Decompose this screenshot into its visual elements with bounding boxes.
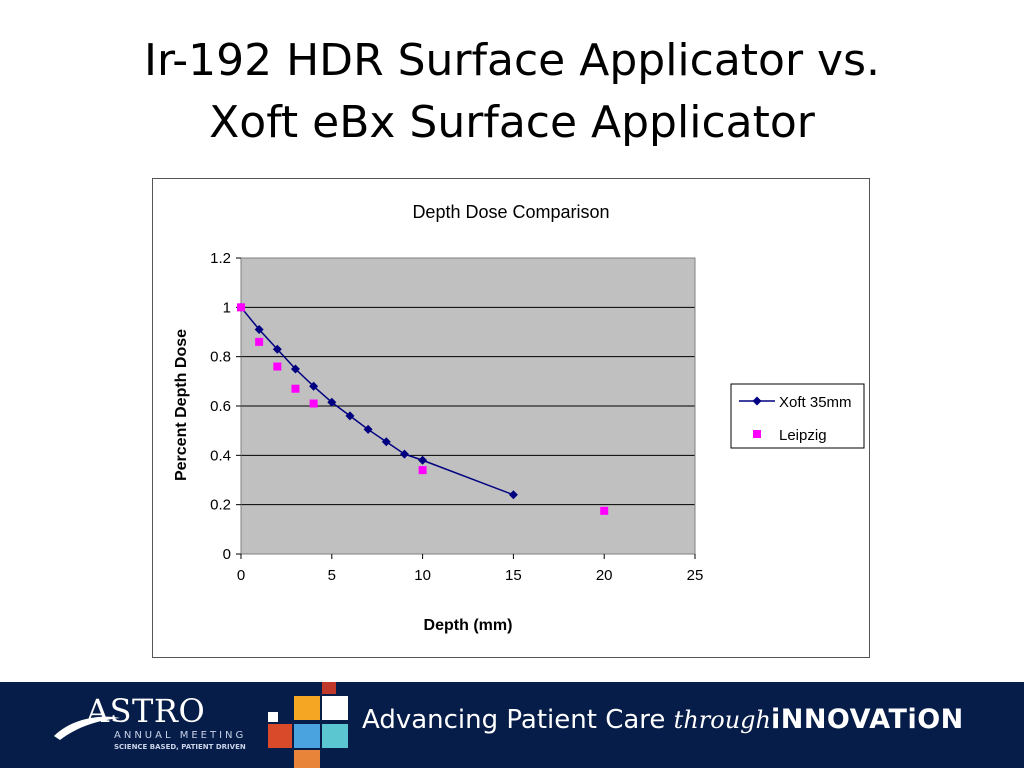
astro-logo-slogan: SCIENCE BASED, PATIENT DRIVEN	[114, 743, 246, 751]
mosaic-square-teal	[322, 724, 348, 748]
chart-title: Depth Dose Comparison	[412, 202, 609, 222]
x-axis-label: Depth (mm)	[424, 617, 513, 634]
y-axis-label: Percent Depth Dose	[173, 329, 190, 481]
data-point-xoft	[363, 424, 373, 434]
data-point-leipzig	[600, 506, 609, 515]
data-point-xoft	[381, 437, 391, 447]
mosaic-square-orange	[294, 696, 320, 720]
legend-label: Leipzig	[779, 427, 827, 444]
astro-logo-text: ASTRO	[86, 692, 206, 730]
data-point-xoft	[399, 449, 409, 459]
legend-marker-leipzig	[753, 430, 761, 438]
footer-banner: Advancing Patient Care throughiNNOVATiON	[0, 682, 1024, 768]
data-point-xoft	[254, 325, 264, 335]
x-tick-label: 25	[687, 567, 704, 584]
astro-logo-annual-meeting: ANNUAL MEETING	[114, 730, 247, 741]
mosaic-square-red-left	[268, 724, 292, 748]
mosaic-square-red-top	[322, 682, 336, 694]
tagline-through: through	[673, 706, 771, 734]
chart-legend: Xoft 35mm Leipzig	[730, 383, 865, 449]
data-point-leipzig	[237, 303, 245, 312]
y-tick-label: 0	[223, 546, 231, 563]
legend-label: Xoft 35mm	[779, 394, 852, 411]
data-point-xoft	[418, 455, 428, 465]
data-point-xoft	[309, 381, 319, 391]
color-mosaic-icon	[268, 682, 350, 768]
mosaic-square-white	[322, 696, 348, 720]
astro-logo: ASTRO ANNUAL MEETING SCIENCE BASED, PATI…	[52, 692, 252, 758]
legend-marker-xoft	[752, 396, 762, 406]
data-point-leipzig	[309, 399, 318, 408]
x-tick-label: 20	[596, 567, 613, 584]
mosaic-square-orange-low	[294, 750, 320, 768]
series-layer	[236, 302, 609, 515]
tagline-advancing: Advancing Patient Care	[362, 705, 674, 735]
y-tick-label: 1	[223, 299, 231, 316]
y-tick-label: 0.2	[210, 497, 231, 514]
x-axis-ticks: 0 5 10 15 20 25	[237, 554, 704, 584]
data-point-leipzig	[291, 384, 300, 393]
chart-frame: Depth Dose Comparison 0 0.2 0.4 0.6 0.8 1 1.2 …	[152, 178, 870, 658]
x-tick-label: 0	[237, 567, 245, 584]
mosaic-square-small-white	[268, 712, 278, 722]
y-axis-ticks: 0 0.2 0.4 0.6 0.8 1 1.2	[210, 250, 241, 563]
y-tick-label: 0.6	[210, 398, 231, 415]
footer-tagline: Advancing Patient Care throughiNNOVATiON	[362, 704, 964, 735]
x-tick-label: 5	[328, 567, 336, 584]
slide-title: Ir-192 HDR Surface Applicator vs. Xoft e…	[0, 30, 1024, 154]
data-point-xoft	[290, 364, 300, 374]
mosaic-square-blue	[294, 724, 320, 748]
y-tick-label: 0.4	[210, 447, 231, 464]
data-point-leipzig	[418, 466, 427, 475]
data-point-xoft	[508, 490, 518, 500]
data-point-xoft	[327, 397, 337, 407]
y-tick-label: 1.2	[210, 250, 231, 267]
data-point-xoft	[272, 344, 282, 354]
y-tick-label: 0.8	[210, 349, 231, 366]
depth-dose-chart: Depth Dose Comparison 00.20.40.60.811.2 …	[173, 202, 865, 634]
slide-title-line-1: Ir-192 HDR Surface Applicator vs.	[144, 35, 880, 86]
data-point-leipzig	[273, 362, 282, 371]
x-tick-label: 10	[414, 567, 431, 584]
tagline-innovation: iNNOVATiON	[770, 704, 964, 735]
slide-title-line-2: Xoft eBx Surface Applicator	[209, 97, 815, 148]
x-tick-label: 15	[505, 567, 522, 584]
swoosh-icon	[54, 716, 120, 740]
data-point-xoft	[345, 411, 355, 421]
data-point-leipzig	[255, 337, 264, 346]
